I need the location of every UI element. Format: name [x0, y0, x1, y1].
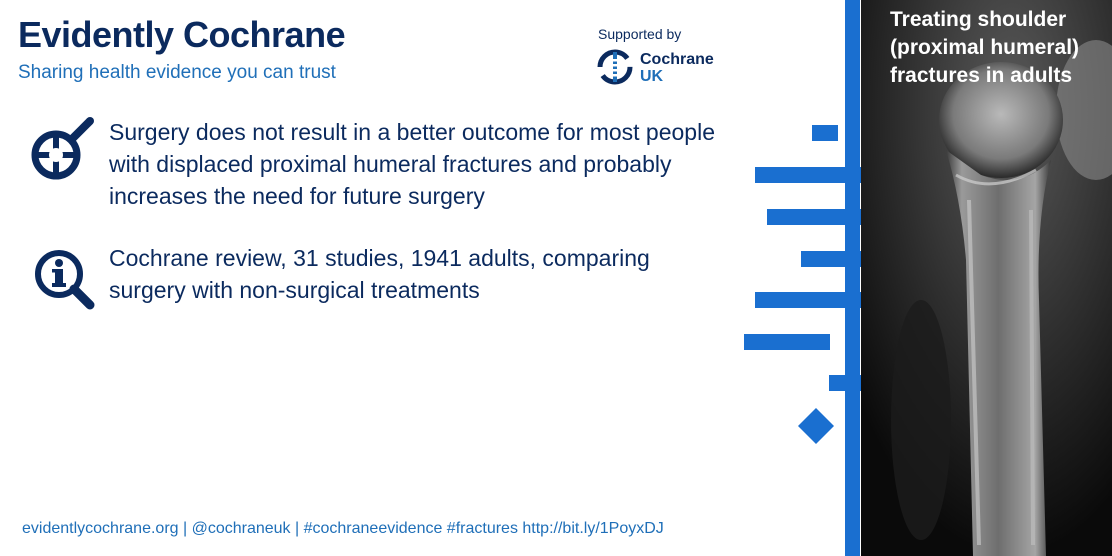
brand-tagline: Sharing health evidence you can trust: [18, 62, 336, 83]
magnifier-info-icon: [35, 250, 95, 310]
cochrane-uk-logo-text: Cochrane UK: [640, 51, 714, 85]
key-finding-text: Surgery does not result in a better outc…: [109, 119, 715, 209]
magnifier-crosshair-icon: [31, 117, 94, 180]
panel-title-line: fractures in adults: [890, 64, 1073, 87]
review-summary-text: Cochrane review, 31 studies, 1941 adults…: [109, 245, 650, 303]
brand-title: Evidently Cochrane: [18, 14, 346, 55]
supported-by-label: Supported by: [598, 26, 682, 42]
cochrane-logo-icon: [597, 49, 633, 85]
forest-plot-bar: [744, 334, 830, 350]
cochrane-uk-region: UK: [640, 68, 664, 85]
panel-title: Treating shoulder (proximal humeral) fra…: [890, 6, 1100, 90]
shoulder-xray-image: [861, 0, 1112, 556]
forest-plot-bar: [767, 209, 872, 225]
forest-plot-diamond: [798, 408, 834, 444]
panel-title-line: (proximal humeral): [890, 36, 1080, 59]
forest-plot-bar: [755, 292, 877, 308]
forest-plot-bar: [755, 167, 875, 183]
panel-title-line: Treating shoulder: [890, 8, 1067, 31]
forest-plot-bar: [812, 125, 838, 141]
footer-links[interactable]: evidentlycochrane.org | @cochraneuk | #c…: [22, 520, 664, 537]
forest-plot-axis: [845, 0, 860, 556]
cochrane-uk-name: Cochrane: [640, 51, 714, 68]
